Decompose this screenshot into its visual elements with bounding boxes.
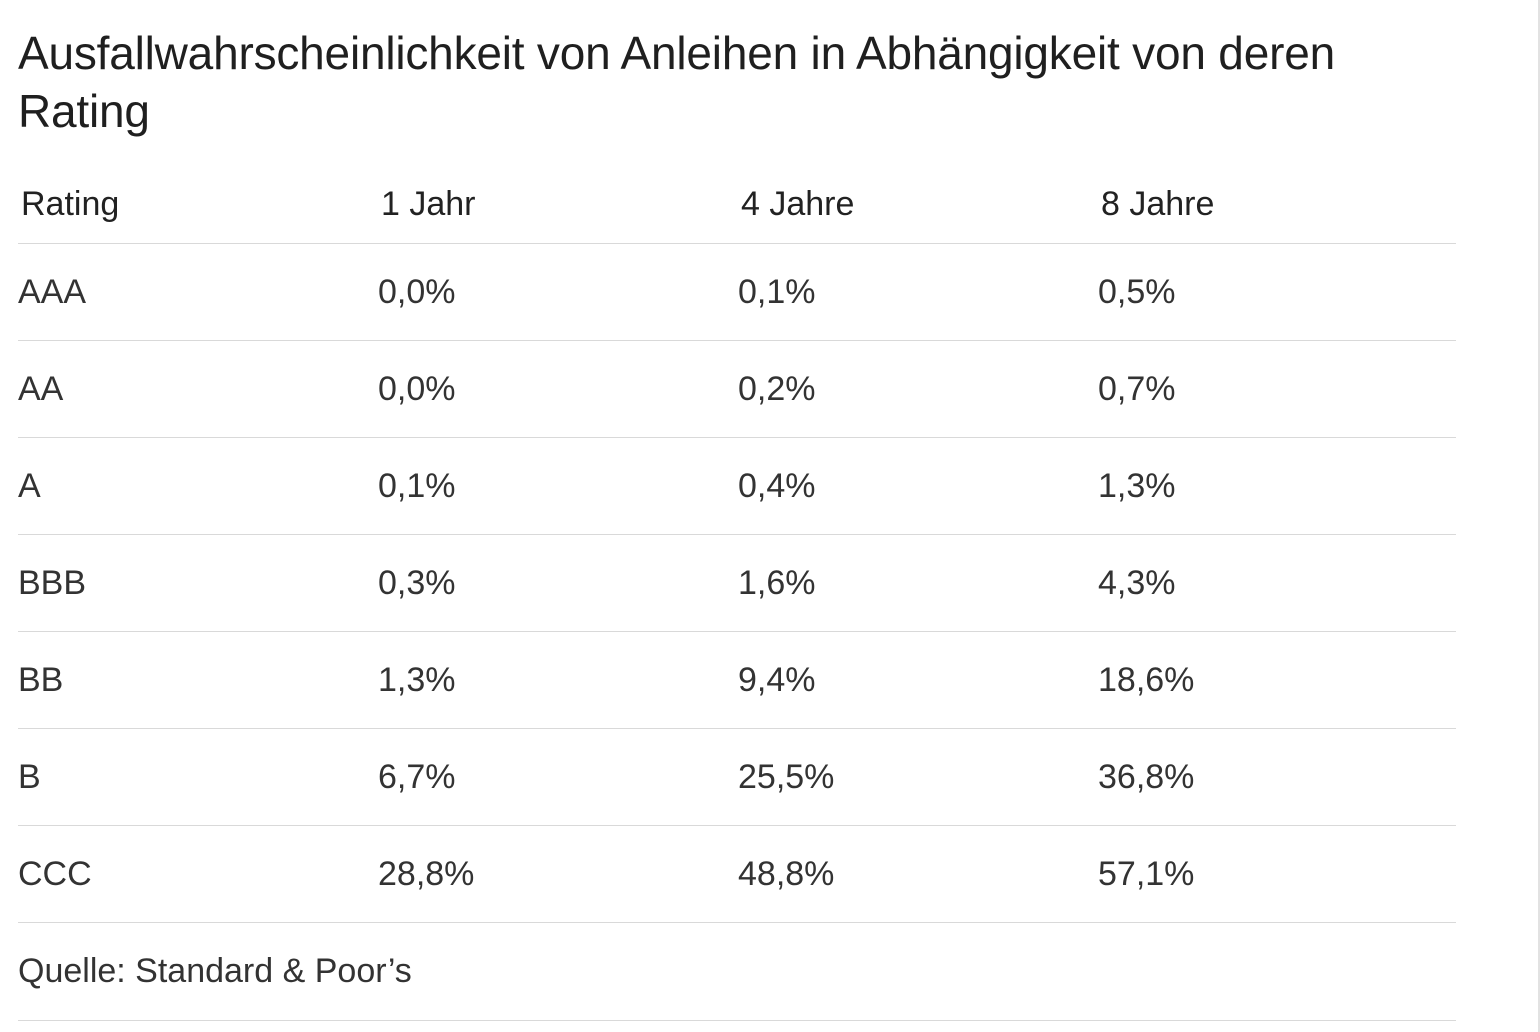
value-cell: 0,2% (738, 369, 816, 408)
header-8-years: 8 Jahre (1101, 185, 1215, 223)
value-cell: 48,8% (738, 854, 835, 893)
table-title: Ausfallwahrscheinlichkeit von Anleihen i… (18, 27, 1335, 137)
value-cell: 6,7% (378, 757, 456, 796)
value-cell: 0,7% (1098, 369, 1176, 408)
table-row: BB 1,3% 9,4% 18,6% (18, 632, 1456, 729)
value-cell: 9,4% (738, 660, 816, 699)
rating-cell: CCC (18, 854, 92, 893)
value-cell: 0,1% (738, 272, 816, 311)
rating-cell: B (18, 757, 41, 796)
page-edge-divider (1538, 0, 1540, 1032)
value-cell: 4,3% (1098, 563, 1176, 602)
header-rating: Rating (21, 185, 120, 223)
value-cell: 28,8% (378, 854, 475, 893)
value-cell: 1,3% (378, 660, 456, 699)
rating-cell: AA (18, 369, 64, 408)
value-cell: 0,5% (1098, 272, 1176, 311)
header-1-year: 1 Jahr (381, 185, 476, 223)
value-cell: 25,5% (738, 757, 835, 796)
table-row: BBB 0,3% 1,6% 4,3% (18, 535, 1456, 632)
value-cell: 1,6% (738, 563, 816, 602)
rating-cell: AAA (18, 272, 87, 311)
value-cell: 0,3% (378, 563, 456, 602)
table-row: CCC 28,8% 48,8% 57,1% (18, 826, 1456, 923)
value-cell: 1,3% (1098, 466, 1176, 505)
article-table-block: Ausfallwahrscheinlichkeit von Anleihen i… (18, 24, 1456, 1021)
table-row: AAA 0,0% 0,1% 0,5% (18, 244, 1456, 341)
value-cell: 0,1% (378, 466, 456, 505)
table-row: AA 0,0% 0,2% 0,7% (18, 341, 1456, 438)
value-cell: 0,4% (738, 466, 816, 505)
value-cell: 57,1% (1098, 854, 1195, 893)
value-cell: 36,8% (1098, 757, 1195, 796)
source-note: Quelle: Standard & Poor’s (18, 952, 412, 990)
value-cell: 18,6% (1098, 660, 1195, 699)
table-source-row: Quelle: Standard & Poor’s (18, 923, 1456, 1021)
rating-cell: BBB (18, 563, 87, 602)
value-cell: 0,0% (378, 272, 456, 311)
header-4-years: 4 Jahre (741, 185, 855, 223)
default-probability-table: Rating 1 Jahr 4 Jahre 8 Jahre AAA 0,0% 0… (18, 166, 1456, 1021)
value-cell: 0,0% (378, 369, 456, 408)
rating-cell: A (18, 466, 41, 505)
table-header-row: Rating 1 Jahr 4 Jahre 8 Jahre (18, 166, 1456, 244)
table-row: A 0,1% 0,4% 1,3% (18, 438, 1456, 535)
rating-cell: BB (18, 660, 64, 699)
table-row: B 6,7% 25,5% 36,8% (18, 729, 1456, 826)
